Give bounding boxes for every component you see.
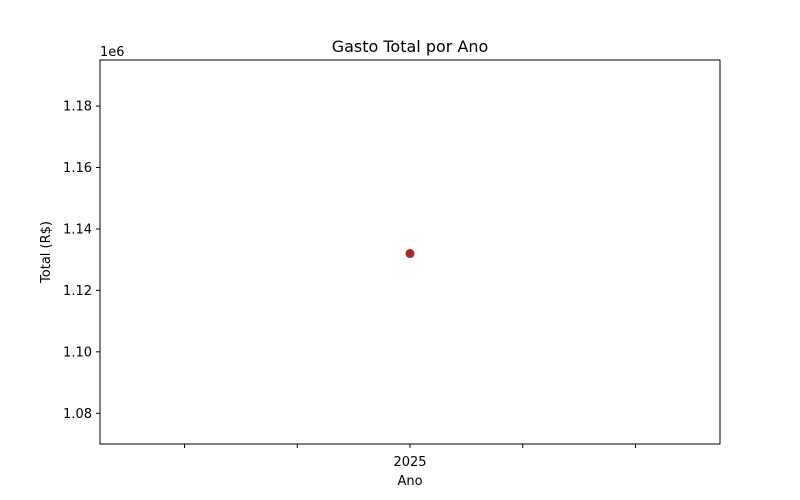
plot-frame bbox=[99, 59, 721, 445]
y-tick-label: 1.16 bbox=[63, 161, 92, 176]
chart-title: Gasto Total por Ano bbox=[332, 37, 489, 56]
data-point bbox=[405, 249, 415, 259]
y-tick-label: 1.12 bbox=[63, 284, 92, 299]
y-tick-label: 1.08 bbox=[63, 407, 92, 422]
y-axis-title: Total (R$) bbox=[39, 221, 54, 284]
y-tick-label: 1.14 bbox=[63, 222, 92, 237]
data-points bbox=[405, 249, 415, 259]
y-tick-label: 1.18 bbox=[63, 100, 92, 115]
x-tick-label: 2025 bbox=[393, 455, 426, 470]
x-axis-title: Ano bbox=[397, 474, 422, 489]
y-tick-label: 1.10 bbox=[63, 345, 92, 360]
y-scale-label: 1e6 bbox=[100, 45, 125, 60]
x-axis-ticks: 2025 bbox=[184, 444, 636, 470]
y-axis-ticks: 1.08 1.10 1.12 1.14 1.16 1.18 bbox=[63, 100, 100, 422]
